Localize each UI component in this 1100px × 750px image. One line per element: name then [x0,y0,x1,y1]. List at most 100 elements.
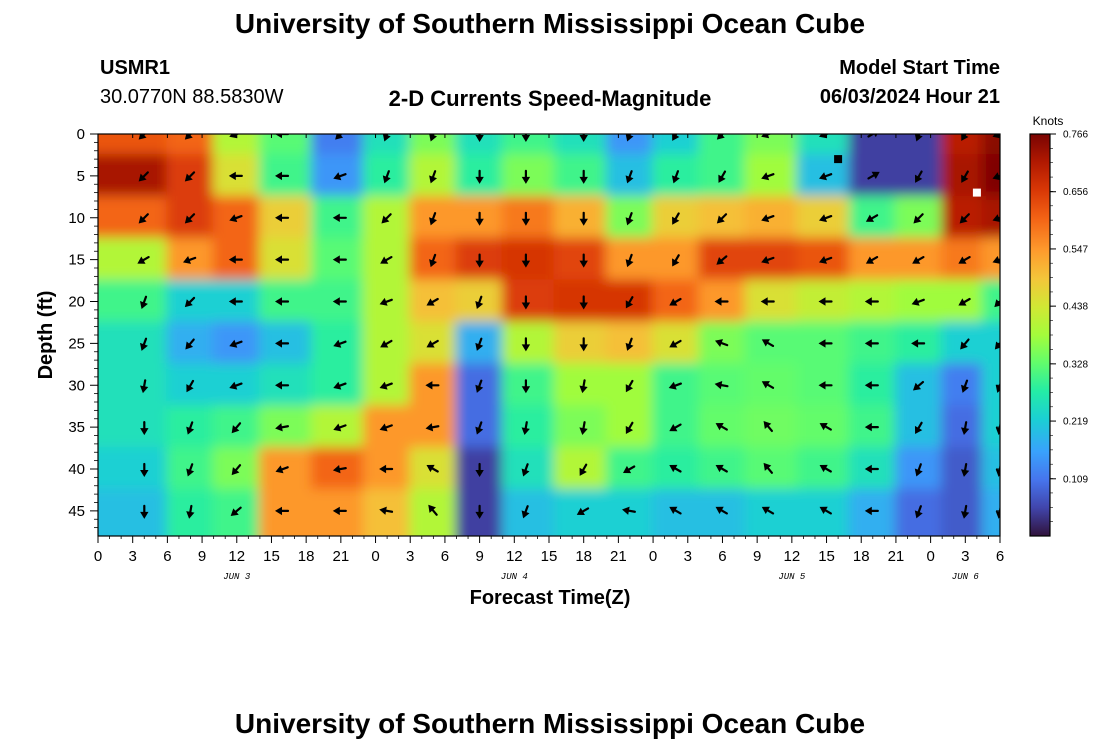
heatmap-cell [501,363,556,408]
current-arrow [381,213,392,224]
heatmap-cell [258,134,313,156]
heatmap-cell [310,134,365,156]
current-arrow [333,423,347,432]
current-arrow [138,134,149,140]
current-arrow [818,297,833,306]
y-axis-label: Depth (ft) [35,291,57,380]
current-arrow [864,297,879,306]
current-arrow [521,211,531,226]
current-arrow [819,422,832,431]
heatmap-cell [258,488,313,536]
x-tick-label: 15 [541,548,558,565]
heatmap-cell [744,405,799,450]
heatmap-cell [981,153,1000,198]
x-tick-label: 9 [753,548,761,565]
heatmap-cell [98,134,169,156]
heatmap-cell [652,134,701,156]
current-arrow [429,170,438,184]
current-arrow [429,253,438,268]
heatmap-cell [98,321,169,366]
current-arrow [579,337,588,352]
current-arrow [382,170,391,184]
current-arrow [231,464,242,476]
page-title: University of Southern Mississippi Ocean… [234,8,866,39]
current-arrow [275,255,290,264]
current-arrow [425,381,440,390]
heatmap-cell [553,363,608,408]
current-arrow [380,256,393,264]
current-arrow [669,506,682,515]
current-arrow [579,379,588,394]
x-tick-label: 3 [684,548,692,565]
point-markers [834,155,981,197]
heatmap-cell [941,405,984,450]
current-arrow [671,170,680,184]
heatmap-cell [501,488,556,536]
heatmap-cell [553,405,608,450]
current-arrow [961,379,969,393]
current-arrow [865,214,879,222]
current-arrow [230,506,242,517]
current-arrow [139,379,149,394]
current-arrow [521,505,530,519]
y-tick-label: 30 [68,377,85,394]
x-tick-label: 21 [888,548,905,565]
y-tick-label: 10 [68,210,85,227]
current-arrow [275,465,289,474]
y-tick-label: 45 [68,503,85,520]
current-arrow [138,213,149,224]
current-arrow [475,462,484,477]
current-arrow [864,422,879,432]
current-arrow [714,339,729,348]
y-tick-label: 5 [77,168,85,185]
heatmap-cell [501,237,556,282]
current-arrow [959,213,970,224]
x-tick-label: 18 [853,548,870,565]
heatmap-cell [98,195,169,240]
current-arrow [914,170,923,183]
current-arrow [761,172,775,181]
current-arrow [960,421,970,435]
current-arrow [332,213,347,222]
current-arrow [579,421,588,435]
current-arrow [521,169,531,184]
colorbar-tick-label: 0.766 [1063,130,1088,141]
heatmap-cell [501,321,556,366]
current-arrow [475,379,484,393]
current-arrow [672,212,680,225]
axes: 0 3 6 9 12 15 18 21 0 3 6 9 12 15 18 21 0 3 6 9 12 15 18 21 0 3 6 J… [68,126,1004,582]
heatmap-cell [501,279,556,324]
heatmap-cell [981,195,1000,240]
heatmap-cell [501,447,556,491]
heatmap-cell [848,134,897,156]
current-arrow [333,381,347,390]
current-arrow [818,255,833,264]
current-arrow [475,421,484,435]
current-arrow [379,423,393,432]
heatmap-cell [98,488,169,536]
x-tick-label: 0 [94,548,102,565]
current-arrow [819,506,832,515]
current-arrow [961,134,969,141]
current-arrow [760,297,775,306]
current-arrow [911,297,925,306]
heatmap-cell [98,237,169,282]
colorbar-tick-label: 0.219 [1063,417,1088,428]
heatmap-cell [409,134,458,156]
heatmap-cell [698,488,747,536]
heatmap-cell [98,279,169,324]
heatmap-cells [98,134,1000,536]
x-tick-label: 0 [649,548,657,565]
heatmap-cell [744,363,799,408]
current-arrow [818,339,833,348]
colorbar: 0.766 0.656 0.547 0.438 0.328 0.219 0.109 [1029,130,1088,537]
current-arrow [761,506,775,515]
current-arrow [186,463,195,477]
x-tick-label: 6 [718,548,726,565]
heatmap-cell [744,321,799,366]
current-arrow [475,211,484,226]
x-tick-label: 12 [506,548,523,565]
current-arrow [579,463,588,476]
heatmap-cell [981,405,1000,450]
x-tick-label: 21 [333,548,350,565]
